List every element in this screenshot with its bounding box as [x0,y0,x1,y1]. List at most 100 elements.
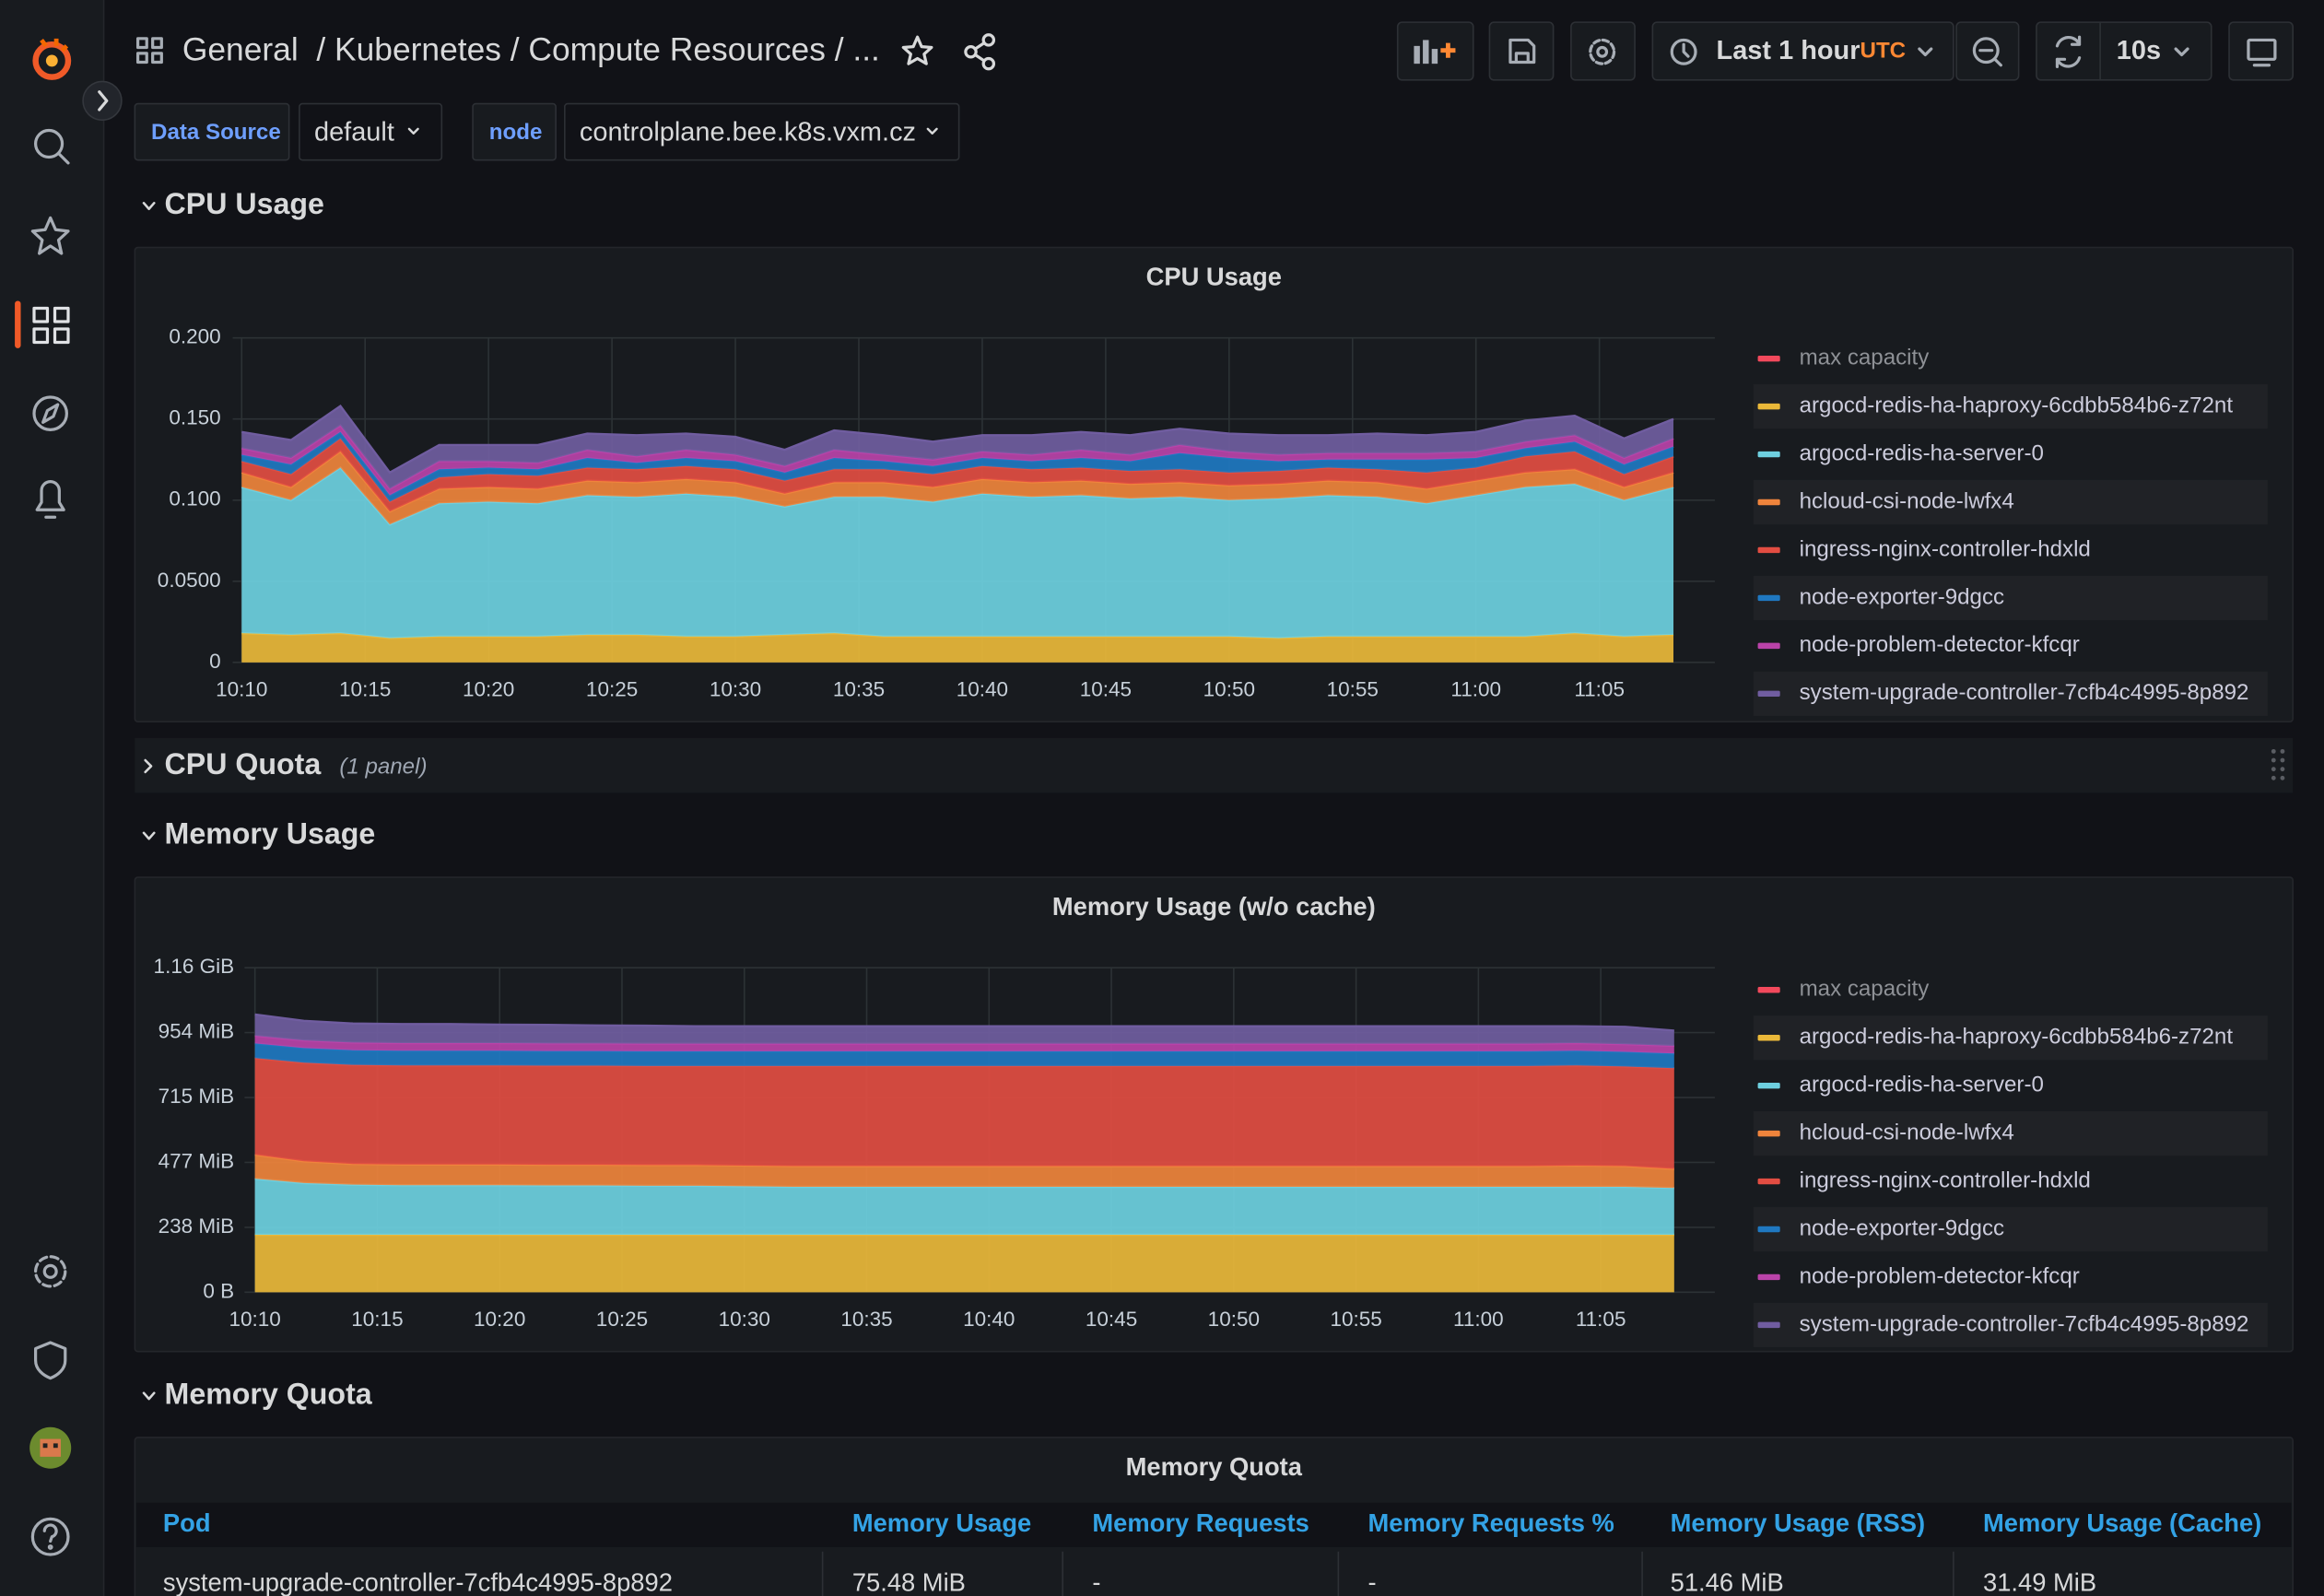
collapsed-row[interactable] [135,737,2294,793]
grafana-logo[interactable] [32,38,72,80]
sidebar-toggle[interactable] [82,80,123,122]
legend-swatch[interactable] [1757,1178,1780,1185]
legend-label[interactable]: node-exporter-9dgcc [1800,584,2004,609]
refresh-interval[interactable]: 10s [2117,36,2161,65]
time-picker-part [1651,21,1954,81]
legend-label[interactable]: system-upgrade-controller-7cfb4c4995-8p8… [1800,1311,2249,1336]
star-button[interactable] [901,35,933,65]
legend-label[interactable]: argocd-redis-ha-server-0 [1800,440,2044,465]
configuration-icon[interactable] [33,1255,67,1288]
panel-title[interactable]: Memory Quota [1126,1452,1303,1481]
legend-label[interactable]: hcloud-csi-node-lwfx4 [1800,488,2014,513]
variable-data-source[interactable] [134,102,443,161]
legend-label[interactable]: node-exporter-9dgcc [1800,1215,2004,1240]
time-picker-part [1682,42,1690,58]
starred-icon[interactable] [30,216,70,255]
x-tick-label: 10:35 [833,677,885,700]
dashboards-icon-part [32,327,50,345]
y-tick-label: 477 MiB [158,1149,235,1172]
time-picker-part [1670,38,1697,65]
column-header[interactable]: Memory Requests [1092,1508,1309,1537]
breadcrumb[interactable]: General / Kubernetes / Compute Resources… [182,32,880,68]
row-title[interactable]: CPU Quota [165,747,323,780]
legend-swatch[interactable] [1757,546,1780,554]
search-icon[interactable] [33,128,70,165]
share-button[interactable] [964,33,996,71]
user-avatar[interactable] [29,1426,72,1469]
time-range[interactable]: Last 1 hour [1717,36,1860,65]
variable-data-source-part [407,127,419,135]
legend-label[interactable]: max capacity [1800,346,1930,370]
grafana-logo-part [32,41,72,80]
dashboards-icon-part [53,306,70,323]
legend-swatch[interactable] [1757,1082,1780,1089]
legend-label[interactable]: argocd-redis-ha-haproxy-6cdbb584b6-z72nt [1800,393,2234,418]
row-title[interactable]: CPU Usage [165,187,324,220]
panel-title[interactable]: Memory Usage (w/o cache) [1052,892,1376,921]
refresh-button[interactable] [2036,21,2212,81]
legend-swatch[interactable] [1757,403,1780,410]
drag-handle[interactable] [2271,748,2285,780]
save-button[interactable] [1488,21,1555,81]
row-chevron[interactable] [142,831,156,840]
legend-swatch[interactable] [1757,642,1780,650]
user-avatar-part [53,1443,58,1449]
admin-icon[interactable] [33,1341,67,1380]
tv-mode-button[interactable] [2228,21,2294,81]
legend-label[interactable]: ingress-nginx-controller-hdxld [1800,536,2091,561]
column-header[interactable]: Memory Requests % [1368,1508,1614,1537]
add-panel-button[interactable] [1396,21,1474,81]
panel-title[interactable]: CPU Usage [1146,263,1282,291]
legend-label[interactable]: ingress-nginx-controller-hdxld [1800,1168,2091,1192]
variable-node[interactable] [472,102,960,161]
drag-handle-part [2280,757,2285,763]
help-icon-part [42,1523,58,1543]
legend-swatch[interactable] [1757,1321,1780,1329]
legend-row-bg [1753,1110,2268,1156]
row-title[interactable]: Memory Usage [165,817,376,851]
help-icon[interactable] [30,1517,70,1556]
variable-value[interactable]: default [314,117,394,147]
legend-label[interactable]: node-problem-detector-kfcqr [1800,632,2080,657]
column-header[interactable]: Pod [163,1508,211,1537]
legend-swatch[interactable] [1757,1130,1780,1137]
variable-data-source-part [299,102,443,161]
explore-icon[interactable] [32,395,68,431]
time-picker[interactable] [1651,21,1954,81]
variable-value[interactable]: controlplane.bee.k8s.vxm.cz [580,117,916,147]
column-header[interactable]: Memory Usage [852,1508,1031,1537]
legend-swatch[interactable] [1757,499,1780,506]
legend-label[interactable]: system-upgrade-controller-7cfb4c4995-8p8… [1800,680,2249,705]
drag-handle-part [2271,757,2276,763]
legend-swatch[interactable] [1757,987,1780,993]
row-chevron[interactable] [142,202,156,211]
variable-node-part [563,102,960,161]
column-header[interactable]: Memory Usage (Cache) [1983,1508,2261,1537]
legend-label[interactable]: argocd-redis-ha-server-0 [1800,1073,2044,1097]
legend-row-bg [1753,479,2268,525]
dashboards-icon[interactable] [32,306,70,345]
settings-button[interactable] [1570,21,1636,81]
sidebar [0,0,123,1596]
zoom-out-button[interactable] [1955,21,2020,81]
legend-label[interactable]: max capacity [1800,977,1930,1002]
legend-swatch[interactable] [1757,1226,1780,1233]
alerting-icon[interactable] [35,480,65,519]
legend-row-bg [1753,1015,2268,1061]
legend-label[interactable]: argocd-redis-ha-haproxy-6cdbb584b6-z72nt [1800,1025,2234,1050]
legend-swatch[interactable] [1757,594,1780,602]
legend-swatch[interactable] [1757,355,1780,362]
row-title[interactable]: Memory Quota [165,1377,373,1410]
column-header[interactable]: Memory Usage (RSS) [1671,1508,1925,1537]
row-chevron[interactable] [144,758,153,774]
row-chevron[interactable] [142,1391,156,1401]
legend-swatch[interactable] [1757,690,1780,698]
legend-swatch[interactable] [1757,451,1780,458]
variable-label: Data Source [151,120,281,145]
legend-label[interactable]: node-problem-detector-kfcqr [1800,1263,2080,1288]
legend-label[interactable]: hcloud-csi-node-lwfx4 [1800,1120,2014,1144]
legend-swatch[interactable] [1757,1273,1780,1281]
legend-swatch[interactable] [1757,1035,1780,1041]
